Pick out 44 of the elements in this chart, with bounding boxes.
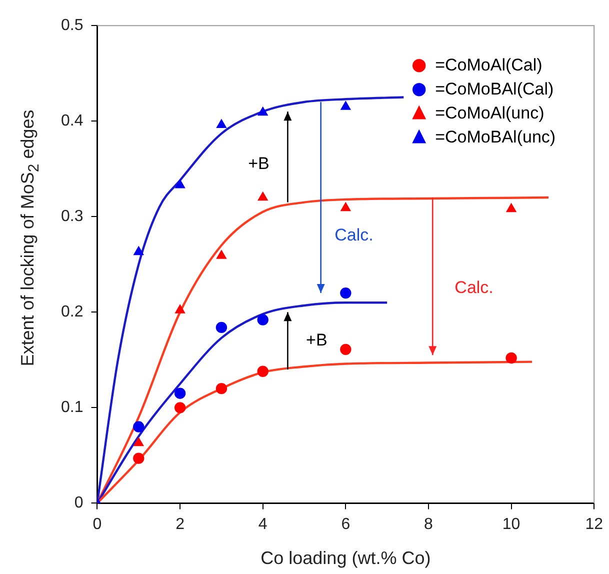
point — [133, 452, 144, 464]
annotation: Calc. — [454, 278, 494, 297]
y-tick-label: 0.3 — [60, 208, 84, 226]
point — [174, 388, 186, 399]
y-tick-label: 0.2 — [60, 304, 84, 321]
legend-label: =CoMoBAl(unc) — [435, 127, 556, 146]
point — [340, 101, 351, 110]
annotation: Calc. — [334, 225, 374, 244]
point — [340, 344, 352, 356]
point — [257, 314, 268, 326]
point — [216, 250, 226, 259]
point — [257, 366, 268, 377]
legend-label: =CoMoAl(unc) — [435, 103, 544, 122]
point — [506, 203, 516, 212]
y-tick-label: 0.1 — [60, 399, 84, 416]
legend-label: =CoMoBAl(Cal) — [435, 79, 554, 98]
x-tick-label: 6 — [341, 516, 350, 534]
y-tick-label: 0.4 — [60, 112, 84, 130]
annotation: +B — [306, 330, 328, 350]
point — [340, 202, 351, 212]
point — [216, 322, 228, 334]
point — [216, 119, 226, 128]
point — [216, 382, 228, 394]
point — [174, 402, 186, 414]
point — [258, 192, 268, 201]
y-tick-label: 0 — [74, 494, 84, 512]
point — [175, 180, 185, 188]
point — [133, 421, 144, 432]
point — [258, 106, 268, 116]
annotation: +B — [248, 154, 270, 173]
x-tick-label: 12 — [585, 516, 604, 534]
y-tick-label: 0.5 — [60, 17, 84, 34]
x-tick-label: 8 — [424, 516, 434, 534]
x-tick-label: 2 — [176, 516, 185, 534]
point — [175, 304, 185, 314]
x-tick-label: 0 — [92, 516, 102, 534]
point — [134, 246, 144, 256]
x-tick-label: 4 — [258, 516, 268, 534]
point — [506, 352, 517, 364]
point — [340, 287, 352, 299]
x-axis-title: Co loading (wt.% Co) — [260, 548, 431, 568]
legend-label: =CoMoAl(Cal) — [435, 55, 542, 74]
x-tick-label: 10 — [502, 516, 520, 534]
point — [134, 437, 144, 446]
